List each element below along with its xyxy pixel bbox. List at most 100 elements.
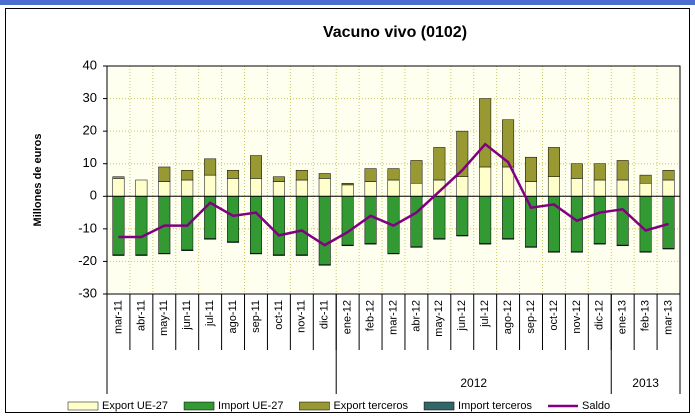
bar	[456, 196, 469, 236]
legend-label: Saldo	[582, 400, 610, 412]
bar	[479, 243, 492, 245]
bar	[387, 168, 400, 181]
bar	[318, 178, 331, 197]
plot-border	[106, 65, 681, 295]
bar	[250, 253, 262, 255]
legend-swatch	[183, 401, 215, 411]
bar	[639, 251, 652, 253]
y-tick-label: -10	[78, 220, 97, 235]
bar	[318, 264, 331, 266]
bar	[341, 183, 354, 186]
chart-title: Vacuno vivo (0102)	[323, 24, 467, 41]
bar	[364, 181, 377, 197]
bar	[272, 254, 285, 256]
bar	[204, 158, 217, 176]
bar	[525, 181, 537, 197]
bar	[204, 174, 217, 197]
bar	[181, 169, 194, 181]
bar	[547, 251, 560, 253]
x-tick-label: oct-11	[273, 300, 285, 330]
bar	[479, 98, 492, 168]
bar	[158, 166, 171, 182]
bar	[318, 173, 331, 179]
top-strip	[0, 0, 695, 5]
bar	[181, 249, 194, 251]
x-tick-label: feb-13	[640, 300, 652, 331]
bar	[456, 130, 469, 177]
bar	[616, 244, 629, 247]
bar	[570, 251, 583, 253]
bar	[639, 183, 652, 197]
bar	[593, 179, 606, 197]
x-tick-label: nov-12	[571, 300, 583, 334]
bar	[570, 178, 583, 197]
y-tick-label: -20	[78, 253, 97, 268]
x-tick-label: oct-12	[548, 300, 560, 331]
x-tick-label: nov-11	[296, 300, 308, 333]
x-tick-label: jun-12	[456, 300, 468, 332]
bar	[479, 166, 492, 197]
bar	[639, 196, 652, 252]
bar	[433, 238, 446, 240]
legend-swatch	[423, 401, 455, 411]
x-tick-label: mar-13	[662, 300, 674, 335]
bar	[135, 179, 148, 197]
bar	[272, 181, 285, 197]
bar	[250, 196, 262, 254]
y-tick-label: 10	[83, 155, 97, 170]
x-tick-label: dic-11	[319, 300, 331, 329]
x-tick-label: may-12	[433, 300, 445, 337]
bar	[525, 246, 537, 248]
bar	[410, 196, 423, 248]
bar	[547, 176, 560, 197]
bar	[250, 155, 262, 179]
x-tick-label: ene-12	[342, 300, 354, 334]
bar	[112, 196, 125, 256]
bar	[639, 174, 652, 184]
bar	[616, 160, 629, 181]
bar	[158, 253, 171, 255]
bar	[570, 196, 583, 252]
bar	[250, 178, 262, 197]
bar	[158, 181, 171, 197]
bar	[593, 196, 606, 244]
y-tick-label: -30	[78, 285, 97, 300]
y-tick-label: 40	[83, 57, 97, 72]
bar	[227, 169, 240, 179]
bar	[433, 147, 446, 181]
bar	[227, 241, 240, 243]
bar	[272, 196, 285, 256]
bar	[341, 184, 354, 197]
bar	[364, 243, 377, 245]
x-tick-label: ago-11	[227, 300, 239, 333]
bar	[502, 196, 515, 239]
x-tick-label: may-11	[158, 300, 170, 336]
bar	[227, 178, 240, 197]
bar	[295, 179, 308, 197]
bar	[387, 179, 400, 197]
bar	[479, 196, 492, 244]
bar	[295, 254, 308, 256]
legend-swatch	[299, 401, 330, 411]
x-tick-label: dic-12	[594, 300, 606, 330]
x-tick-label: sep-11	[250, 300, 262, 333]
legend-swatch	[67, 401, 99, 411]
x-tick-label: mar-11	[112, 300, 124, 334]
bar	[410, 160, 423, 184]
line	[118, 142, 669, 247]
bar	[547, 147, 560, 177]
y-tick-label: 0	[90, 188, 97, 203]
bar	[318, 196, 331, 265]
y-axis-label: Millones de euros	[32, 134, 44, 227]
bar	[135, 254, 148, 256]
bar	[341, 196, 354, 246]
y-tick-label: 20	[83, 123, 97, 138]
bar	[410, 183, 423, 197]
bar	[525, 196, 537, 248]
bar	[272, 176, 285, 182]
bar	[295, 169, 308, 181]
bar	[112, 176, 125, 179]
x-tick-label: abr-11	[135, 300, 147, 331]
bar	[433, 196, 446, 239]
legend-label: Import terceros	[458, 400, 532, 412]
